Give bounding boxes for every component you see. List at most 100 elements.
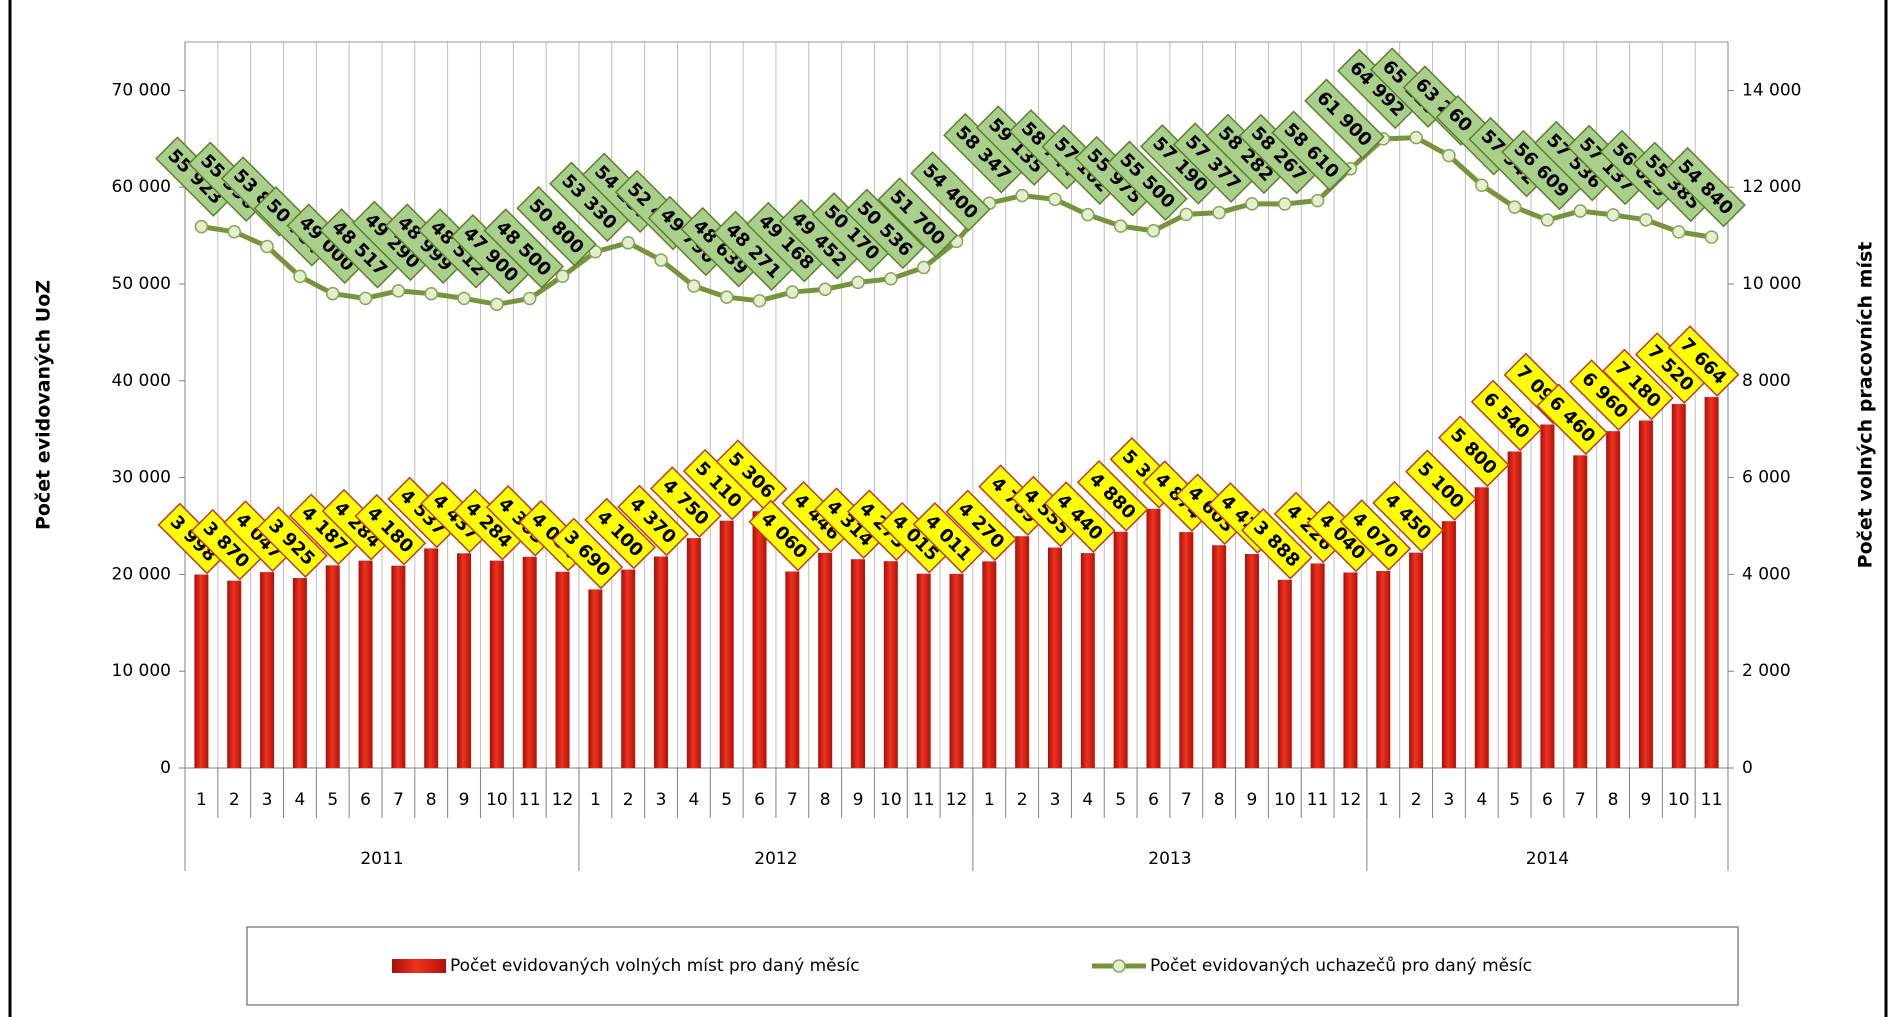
bar [851,559,866,768]
x-tick-label: 1 [590,790,601,810]
y-tick-label: 50 000 [112,274,171,294]
line-point [719,290,734,304]
y-axis-title: Počet evidovaných UoZ [33,280,55,530]
y2-tick-label: 14 000 [1742,80,1801,100]
data-label-box [354,493,427,566]
data-label-box [877,177,958,258]
bar [424,548,439,768]
line-point [325,286,340,301]
x-tick-label: 6 [1148,790,1159,810]
bar [1080,553,1095,768]
bar [719,520,734,768]
line-point [916,260,931,275]
data-label-box [256,506,328,578]
line-point [588,245,603,259]
bar [1179,532,1194,768]
line-point [1146,224,1161,238]
line-point [1475,178,1489,193]
y2-tick-label: 4 000 [1742,564,1791,584]
line-point [621,236,635,250]
line-point [884,272,898,286]
line-point [391,284,406,298]
data-label-box [617,484,689,557]
line-point [293,269,307,284]
bar [1573,455,1588,768]
bar [916,573,931,768]
data-label-box [1271,110,1352,191]
bar [1540,424,1555,768]
bar [227,580,242,768]
x-tick-label: 8 [426,790,437,810]
bar [1704,397,1719,768]
line-point [1704,230,1719,244]
y2-tick-label: 0 [1742,758,1753,778]
line-point [1179,207,1194,222]
bar [785,571,800,768]
data-label-box [1470,379,1543,452]
y-tick-label: 60 000 [112,177,171,197]
data-label-box [1304,78,1385,160]
x-tick-label: 9 [459,790,470,810]
line-point [654,253,668,267]
x-tick-label: 12 [552,790,574,810]
x-tick-label: 6 [754,790,765,810]
x-tick-label: 2 [229,790,240,810]
bar [1671,404,1686,768]
bar [982,561,997,768]
data-label-box [551,517,624,590]
bar [194,574,209,768]
data-label-box [584,497,657,570]
bar [1244,554,1259,768]
x-tick-label: 11 [1307,790,1329,810]
x-tick-label: 11 [519,790,541,810]
bar [1441,521,1456,768]
x-tick-label: 10 [880,790,902,810]
x-tick-label: 7 [393,790,404,810]
bar [1474,487,1489,768]
data-label-box [912,502,985,574]
legend-swatch-marker [1112,959,1126,973]
line-point [1573,204,1588,218]
y-tick-label: 10 000 [112,661,171,681]
x-tick-label: 1 [196,790,207,810]
y-tick-label: 40 000 [112,371,171,391]
line-point [490,297,504,312]
data-label-box [844,188,926,270]
data-label: 4 011 [912,502,985,574]
line-point [1507,200,1522,214]
bar [1376,571,1391,768]
bar [686,538,701,768]
data-label: 5 306 [715,439,788,512]
y2-tick-label: 6 000 [1742,468,1791,488]
y2-axis-title: Počet volných pracovních míst [1855,242,1877,569]
x-tick-label: 10 [1668,790,1690,810]
x-tick-label: 4 [1476,790,1487,810]
line-point [818,282,832,297]
line-point [555,269,570,284]
bar [883,561,898,768]
data-label-box [1437,415,1510,488]
bar [1015,536,1030,768]
data-label-box [1339,499,1412,571]
x-tick-label: 7 [1181,790,1192,810]
x-tick-label: 3 [656,790,667,810]
bar [949,573,964,768]
x-tick-label: 8 [1214,790,1225,810]
data-label-box [1667,325,1740,397]
x-tick-label: 3 [1444,790,1455,810]
bar [654,556,669,768]
y-tick-label: 30 000 [112,468,171,488]
x-tick-label: 4 [1082,790,1093,810]
bar [752,511,767,768]
line-point [851,275,865,290]
line-point [1081,207,1095,222]
data-label-box [1372,480,1444,553]
x-tick-label: 1 [1378,790,1389,810]
bar [1310,563,1325,768]
x-tick-label: 4 [688,790,699,810]
line-point [1113,219,1128,233]
data-label-box [1665,146,1746,228]
x-tick-label: 8 [1608,790,1619,810]
x-tick-label: 7 [787,790,798,810]
